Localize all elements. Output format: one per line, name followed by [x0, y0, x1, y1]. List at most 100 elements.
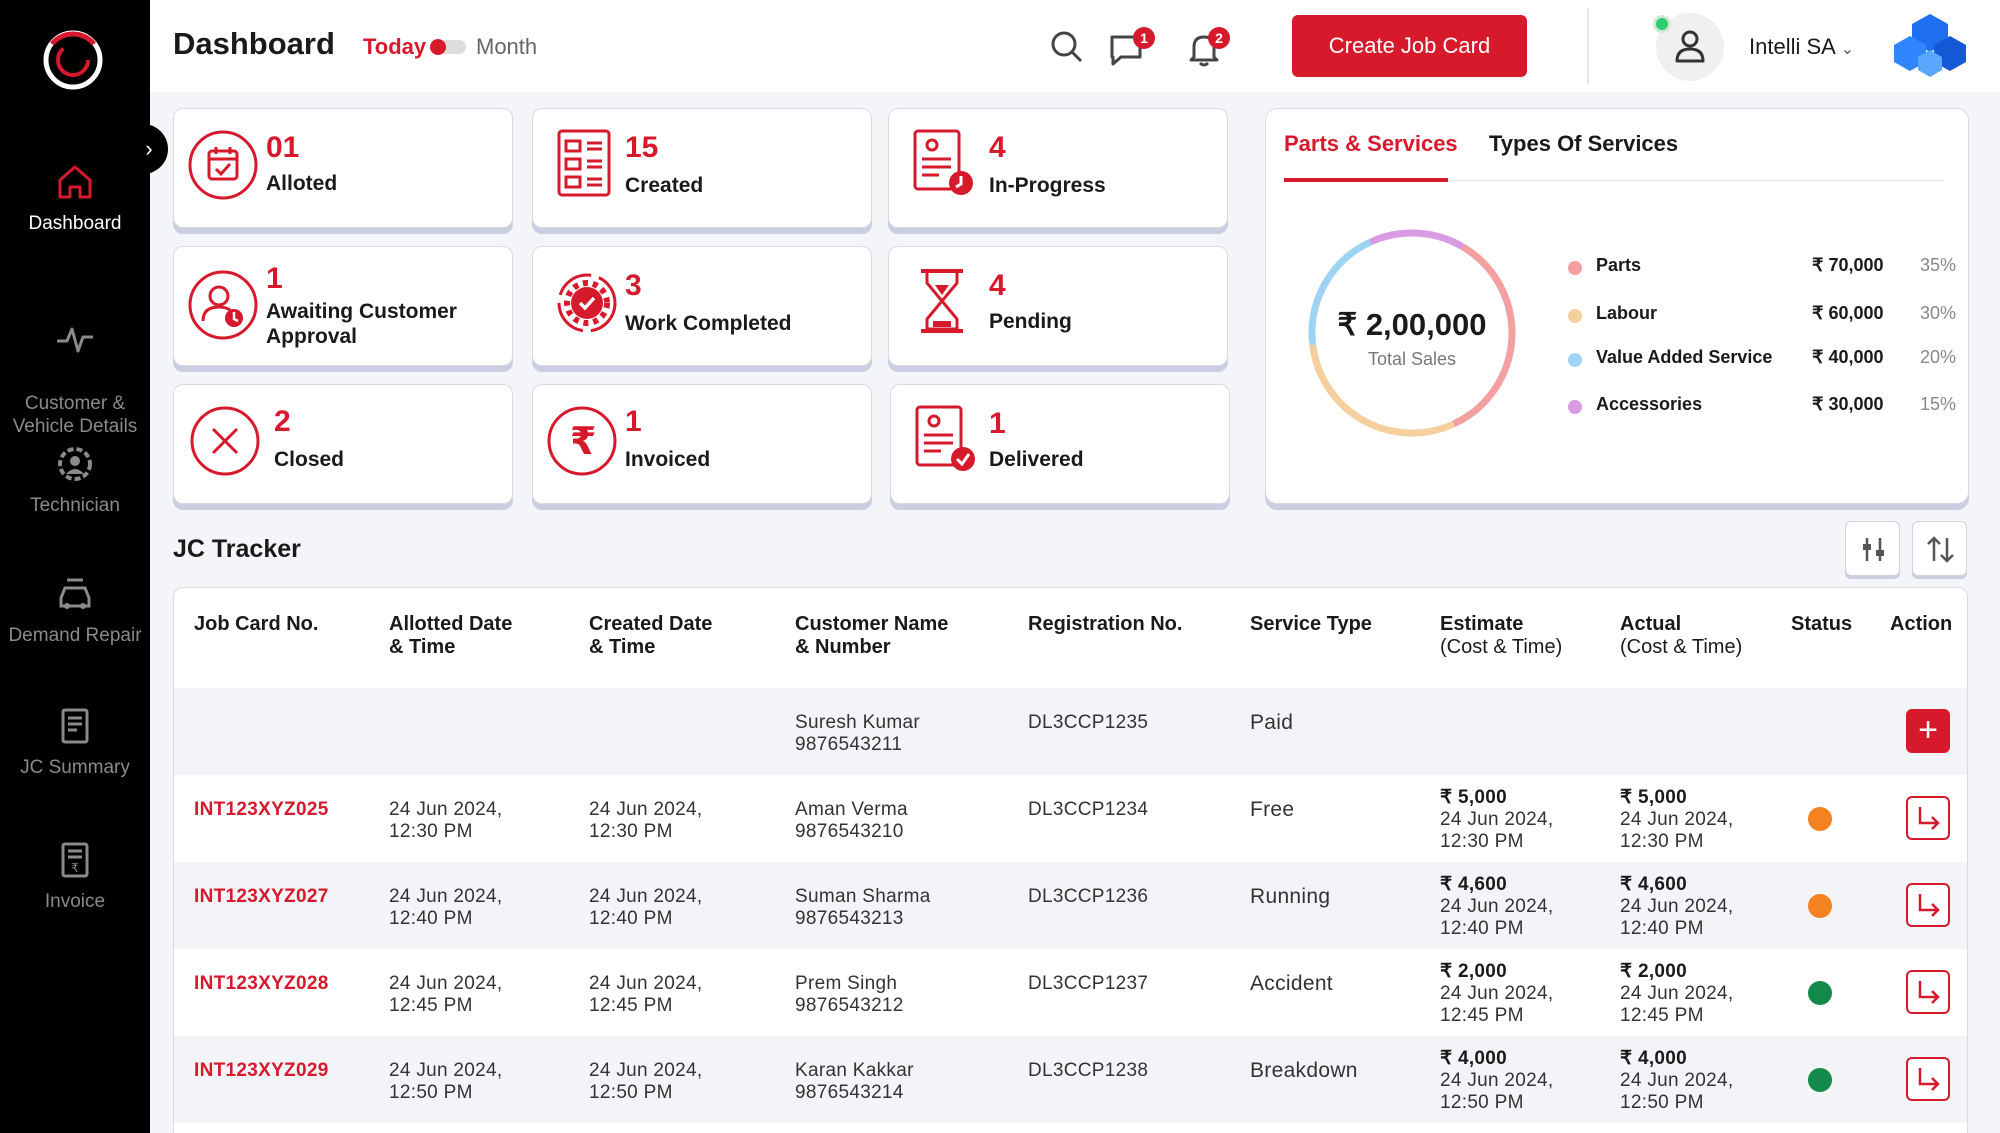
table-row[interactable]: INT123XYZ028 24 Jun 2024, 12:45 PM 24 Jun 2…	[174, 949, 1967, 1036]
sales-panel: Parts & Services Types Of Services ₹ 2,0…	[1265, 108, 1969, 504]
sidebar-item-jc-summary[interactable]: JC Summary	[0, 704, 150, 779]
estimate-cost-time: ₹ 2,000 24 Jun 2024, 12:45 PM	[1440, 961, 1554, 1026]
filter-button[interactable]	[1845, 521, 1900, 576]
tab-parts-services[interactable]: Parts & Services	[1284, 131, 1458, 156]
column-header: Registration No.	[1028, 613, 1183, 635]
user-menu[interactable]: Intelli SA ⌄	[1749, 34, 1854, 60]
legend-item-labour: Labour ₹ 60,000 30%	[1566, 303, 1956, 329]
stat-card-work-completed[interactable]: 3 Work Completed	[532, 246, 872, 366]
sidebar-item-customer-vehicle[interactable]: Customer & Vehicle Details	[0, 294, 150, 438]
column-header: Created Date & Time	[589, 613, 713, 658]
sort-button[interactable]	[1912, 521, 1967, 576]
legend-amount: ₹ 30,000	[1812, 394, 1884, 414]
document-icon	[557, 129, 611, 197]
sidebar-item-label: Technician	[30, 495, 120, 516]
chevron-right-icon: ›	[145, 136, 153, 161]
stat-card-awaiting-approval[interactable]: 1 Awaiting Customer Approval	[173, 246, 513, 366]
stat-card-invoiced[interactable]: ₹ 1 Invoiced	[532, 384, 872, 504]
stat-label: Alloted	[266, 172, 338, 195]
period-month-option[interactable]: Month	[476, 34, 538, 59]
legend-percent: 30%	[1920, 303, 1957, 323]
actual-cost-time: ₹ 2,000 24 Jun 2024, 12:45 PM	[1620, 961, 1734, 1026]
table-row[interactable]: Suresh Kumar 9876543211 DL3CCP1235 Paid +	[174, 688, 1967, 775]
messages-badge: 1	[1133, 27, 1155, 49]
period-today-option[interactable]: Today	[363, 34, 427, 59]
open-job-card-button[interactable]	[1906, 796, 1950, 840]
table-row[interactable]: INT123XYZ027 24 Jun 2024, 12:40 PM 24 Jun 2…	[174, 862, 1967, 949]
stat-card-pending[interactable]: 4 Pending	[888, 246, 1228, 366]
sidebar-item-demand-repair[interactable]: Demand Repair	[0, 572, 150, 647]
tab-types-of-services[interactable]: Types Of Services	[1489, 131, 1679, 156]
column-header: Status	[1791, 613, 1853, 635]
sidebar-item-invoice[interactable]: ₹ Invoice	[0, 838, 150, 913]
sidebar-item-technician[interactable]: Technician	[0, 442, 150, 517]
allotted-datetime: 24 Jun 2024, 12:45 PM	[389, 973, 503, 1016]
job-card-number[interactable]: INT123XYZ025	[194, 799, 329, 820]
technician-icon	[58, 447, 92, 481]
stat-card-delivered[interactable]: 1 Delivered	[890, 384, 1230, 504]
open-job-card-button[interactable]	[1906, 883, 1950, 927]
legend-name: Accessories	[1596, 394, 1703, 414]
stat-card-created[interactable]: 15 Created	[532, 108, 872, 228]
status-indicator	[1808, 894, 1832, 918]
stat-label: Created	[625, 174, 704, 197]
stat-count: 3	[625, 269, 642, 302]
job-card-number[interactable]: INT123XYZ029	[194, 1060, 329, 1081]
sidebar-item-label: Customer & Vehicle Details	[12, 393, 138, 437]
stat-count: 01	[266, 131, 300, 164]
donut-segment	[1308, 238, 1374, 346]
open-job-card-button[interactable]	[1906, 970, 1950, 1014]
job-card-number[interactable]: INT123XYZ028	[194, 973, 329, 994]
allotted-datetime: 24 Jun 2024, 12:50 PM	[389, 1060, 503, 1103]
column-header: Estimate (Cost & Time)	[1440, 613, 1563, 658]
created-datetime: 24 Jun 2024, 12:50 PM	[589, 1060, 703, 1103]
stat-label: Closed	[274, 448, 345, 471]
home-icon	[58, 165, 92, 199]
search-icon[interactable]	[1047, 27, 1087, 67]
stat-card-alloted[interactable]: 01 Alloted	[173, 108, 513, 228]
table-row[interactable]: INT123XYZ029 24 Jun 2024, 12:50 PM 24 Jun 2…	[174, 1036, 1967, 1123]
open-job-card-button[interactable]	[1906, 1057, 1950, 1101]
chevron-down-icon: ⌄	[1840, 41, 1855, 58]
sidebar-item-label: Dashboard	[28, 213, 122, 234]
service-type: Breakdown	[1250, 1059, 1358, 1082]
stat-label: Pending	[989, 310, 1072, 333]
stat-count: 2	[274, 405, 291, 438]
allotted-datetime: 24 Jun 2024, 12:40 PM	[389, 886, 503, 929]
stat-card-closed[interactable]: 2 Closed	[173, 384, 513, 504]
customer-name-number: Prem Singh 9876543212	[795, 973, 904, 1016]
total-sales-label: Total Sales	[1367, 349, 1457, 369]
arrow-turn-right-icon	[1918, 807, 1940, 830]
legend-dot	[1568, 353, 1582, 367]
add-job-card-button[interactable]: +	[1906, 709, 1950, 753]
stat-label: Work Completed	[625, 312, 792, 335]
legend-percent: 15%	[1920, 394, 1957, 414]
donut-segment	[1450, 243, 1516, 428]
create-job-card-button[interactable]: Create Job Card	[1292, 15, 1527, 77]
registration-number: DL3CCP1235	[1028, 712, 1149, 733]
customer-name-number: Suresh Kumar 9876543211	[795, 712, 921, 755]
sidebar-item-dashboard[interactable]: Dashboard	[0, 160, 150, 235]
table-row[interactable]: INT123XYZ025 24 Jun 2024, 12:30 PM 24 Jun 2…	[174, 775, 1967, 862]
sidebar-toggle-button[interactable]: ›	[130, 124, 168, 174]
legend-item-parts: Parts ₹ 70,000 35%	[1566, 255, 1956, 281]
svg-text:₹: ₹	[71, 861, 79, 875]
stat-count: 1	[989, 407, 1006, 440]
service-type: Paid	[1250, 711, 1294, 734]
invoice-icon: ₹	[61, 842, 89, 878]
online-status-dot	[1653, 15, 1671, 33]
toggle-knob	[430, 39, 446, 55]
user-icon	[1675, 30, 1705, 63]
stat-count: 4	[989, 131, 1006, 164]
column-header: Job Card No.	[194, 613, 319, 635]
section-title: JC Tracker	[173, 535, 301, 563]
arrow-turn-right-icon	[1918, 894, 1940, 917]
close-circle-icon	[190, 406, 260, 476]
sidebar-item-label: JC Summary	[20, 757, 130, 778]
total-sales-value: ₹ 2,00,000	[1337, 307, 1487, 342]
stat-card-in-progress[interactable]: 4 In-Progress	[888, 108, 1228, 228]
registration-number: DL3CCP1236	[1028, 886, 1149, 907]
actual-cost-time: ₹ 5,000 24 Jun 2024, 12:30 PM	[1620, 787, 1734, 852]
period-toggle[interactable]	[430, 39, 466, 55]
job-card-number[interactable]: INT123XYZ027	[194, 886, 329, 907]
